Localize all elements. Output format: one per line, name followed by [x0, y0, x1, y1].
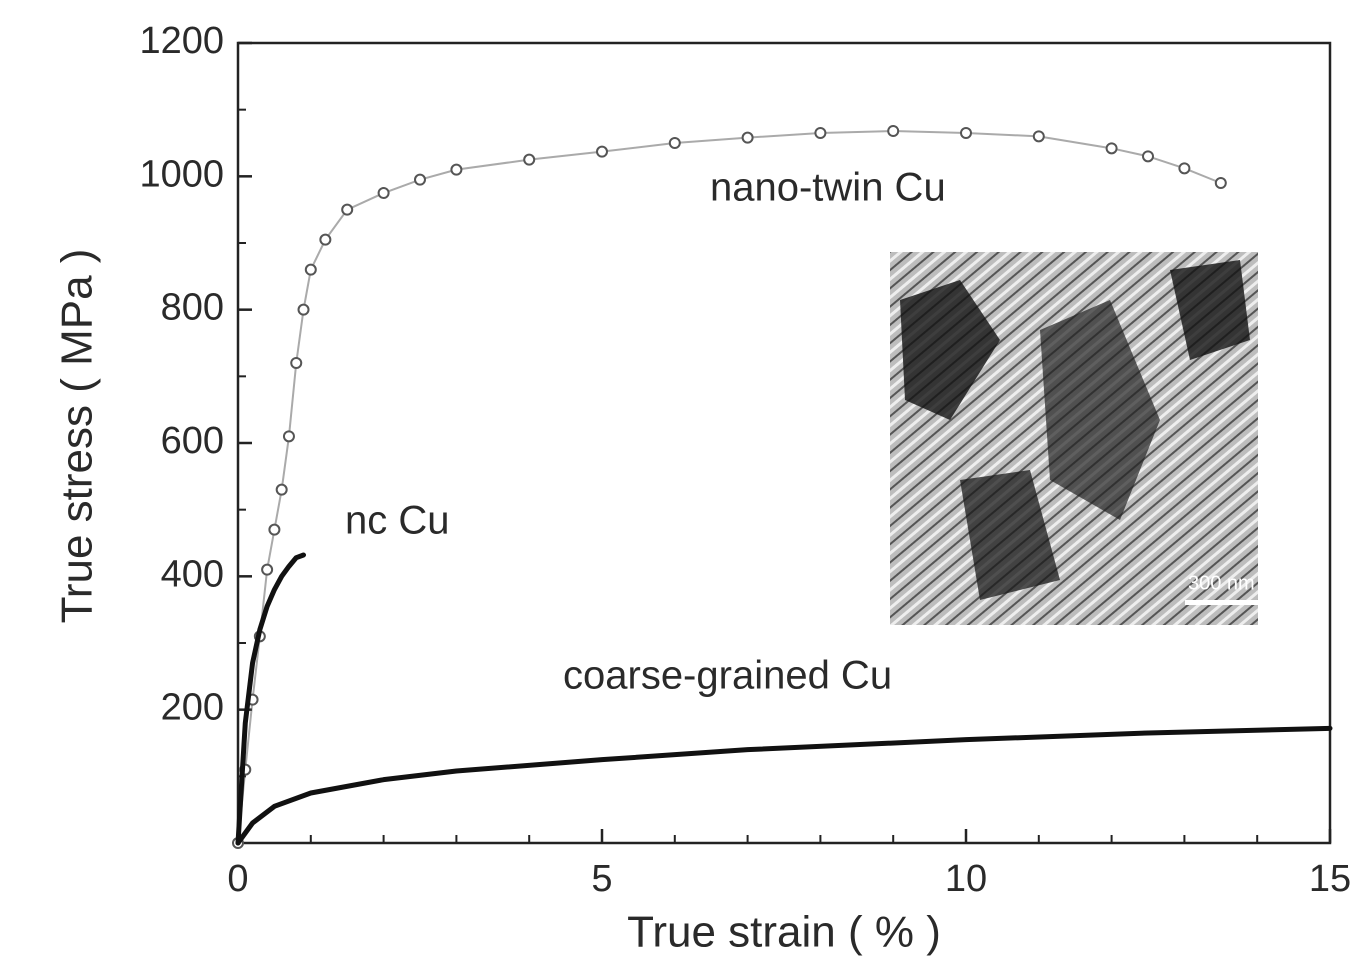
scale-bar	[1185, 600, 1258, 605]
x-tick-label: 10	[945, 858, 987, 900]
data-point	[1179, 163, 1189, 173]
y-tick-label: 800	[161, 287, 224, 329]
data-point	[299, 305, 309, 315]
page: 300 nm True strain ( % ) True stress ( M…	[0, 0, 1370, 976]
data-point	[291, 358, 301, 368]
x-tick-label: 5	[591, 858, 612, 900]
data-point	[415, 175, 425, 185]
y-tick-label: 600	[161, 420, 224, 462]
inset-label: 300 nm	[1188, 572, 1255, 594]
data-point	[262, 565, 272, 575]
data-point	[597, 147, 607, 157]
data-point	[743, 133, 753, 143]
y-tick-label: 1000	[139, 153, 224, 195]
data-point	[1107, 143, 1117, 153]
data-point	[961, 128, 971, 138]
data-point	[379, 188, 389, 198]
data-point	[306, 265, 316, 275]
series-label: nano-twin Cu	[710, 166, 946, 210]
data-point	[320, 235, 330, 245]
data-point	[451, 165, 461, 175]
data-point	[1143, 151, 1153, 161]
data-point	[284, 431, 294, 441]
data-point	[277, 485, 287, 495]
series-label: nc Cu	[345, 499, 450, 543]
data-point	[1216, 178, 1226, 188]
data-point	[670, 138, 680, 148]
data-point	[888, 126, 898, 136]
data-point	[269, 525, 279, 535]
y-tick-label: 400	[161, 553, 224, 595]
y-axis-label: True stress ( MPa )	[53, 249, 102, 624]
y-tick-label: 1200	[139, 20, 224, 62]
data-point	[1034, 131, 1044, 141]
x-tick-label: 15	[1309, 858, 1351, 900]
data-point	[524, 155, 534, 165]
x-axis-label: True strain ( % )	[627, 908, 941, 957]
series-label: coarse-grained Cu	[563, 654, 892, 698]
series-line	[238, 728, 1330, 843]
inset: 300 nm	[890, 252, 1258, 625]
chart: 300 nm True strain ( % ) True stress ( M…	[0, 0, 1370, 976]
data-point	[815, 128, 825, 138]
y-tick-label: 200	[161, 687, 224, 729]
x-tick-label: 0	[227, 858, 248, 900]
data-point	[342, 205, 352, 215]
